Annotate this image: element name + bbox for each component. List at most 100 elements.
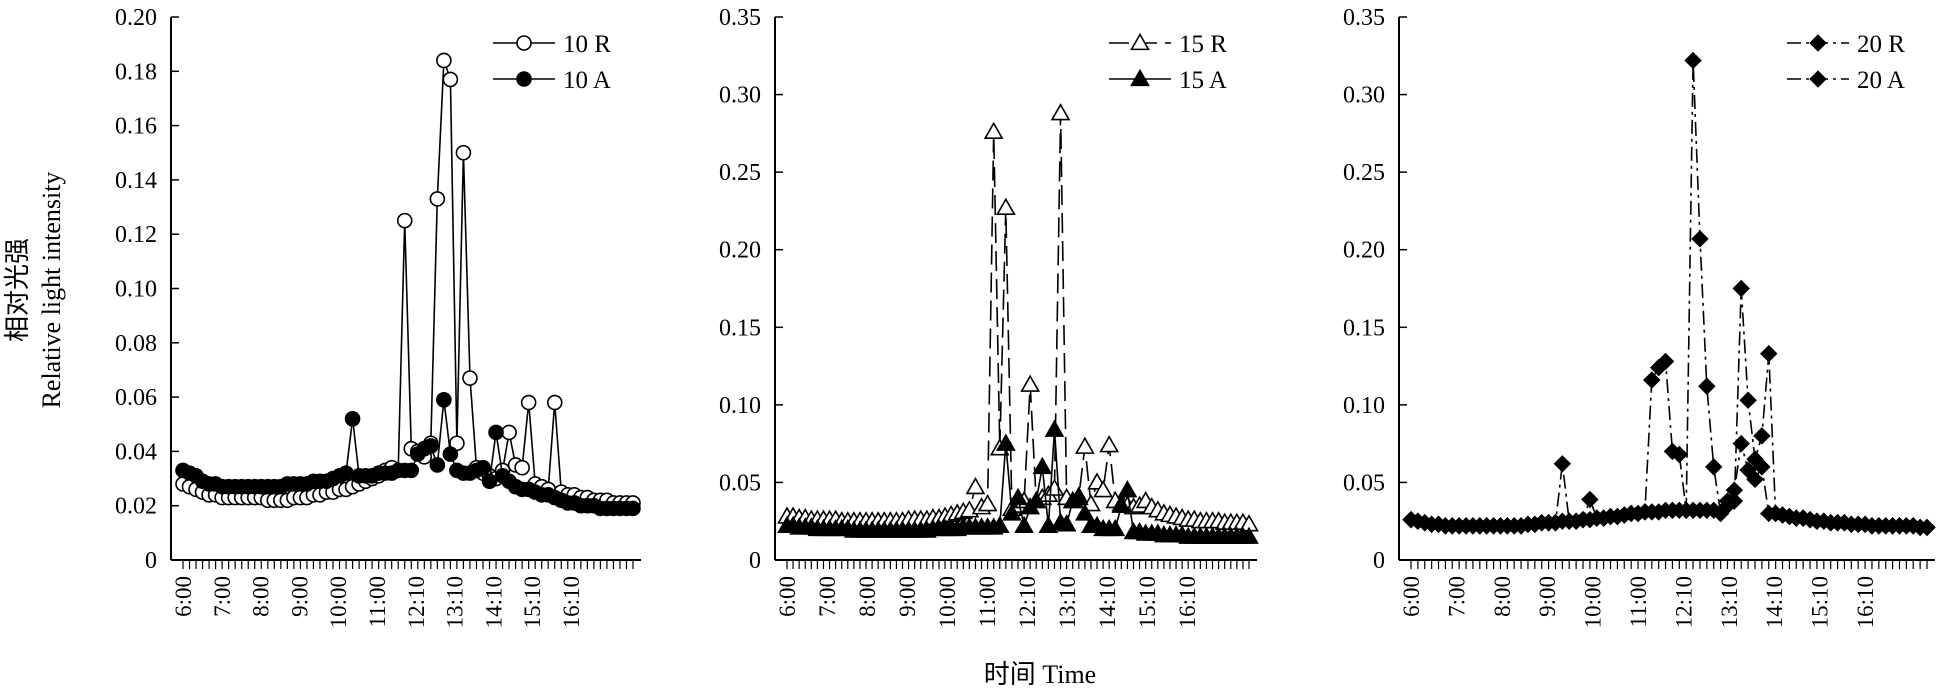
legend-marker [1809, 70, 1827, 88]
data-point [983, 121, 1004, 139]
y-tick-label: 0.25 [1343, 160, 1385, 186]
data-point [1643, 371, 1661, 389]
data-point [455, 144, 472, 161]
y-tick-label: 0.02 [115, 494, 157, 520]
data-point [1020, 374, 1041, 392]
x-tick-label: 14:10 [1762, 576, 1787, 628]
x-tick-label: 11:00 [1626, 576, 1651, 628]
data-point [1068, 487, 1089, 506]
data-point [1705, 458, 1723, 476]
data-point [1553, 455, 1572, 473]
data-point [488, 424, 504, 441]
series-line [182, 60, 633, 504]
data-point [403, 462, 420, 479]
legend-label: 10 A [563, 67, 611, 94]
chart-panel-2: 0 0.05 0.10 0.15 0.20 0.25 0.30 0.35 6:00 7:00 8:0… [719, 5, 1259, 628]
x-tick-label: 9:00 [1535, 576, 1560, 617]
y-tick-label: 0.15 [719, 315, 761, 341]
data-point [396, 212, 413, 229]
x-tick-label: 16:10 [1175, 576, 1200, 628]
data-point [1656, 352, 1675, 371]
data-point [1056, 514, 1077, 532]
data-point [501, 424, 517, 441]
y-tick-label: 0.08 [115, 331, 157, 357]
x-tick-label: 10:00 [935, 576, 960, 628]
y-tick-label: 0.12 [115, 222, 157, 248]
y-tick-label: 0.06 [115, 385, 157, 411]
series-line [787, 113, 1250, 526]
data-point [1746, 470, 1764, 489]
data-point [462, 370, 478, 386]
legend-label: 15 R [1179, 31, 1227, 58]
legend: 10 R 10 A [493, 31, 611, 94]
data-point [546, 394, 563, 411]
data-point [1074, 503, 1095, 521]
data-point [442, 446, 459, 462]
legend: 15 R 15 A [1109, 31, 1227, 94]
y-tick-label: 0.15 [1343, 315, 1385, 341]
x-tick-label: 7:00 [1444, 576, 1469, 617]
legend-label: 20 R [1857, 31, 1905, 58]
y-tick-label: 0.35 [1343, 5, 1385, 31]
y-tick-label: 0.35 [719, 5, 761, 31]
data-point [965, 476, 986, 495]
y-tick-label: 0.25 [719, 160, 761, 186]
y-tick-label: 0.16 [115, 114, 157, 140]
data-point [436, 52, 452, 69]
chart-panel-1: 0 0.02 0.04 0.06 0.08 0.10 0.12 0.14 0.16 0.18 0.2… [115, 5, 641, 628]
legend-label: 15 A [1179, 67, 1227, 94]
legend: 20 R 20 A [1787, 31, 1905, 94]
x-tick-label: 9:00 [895, 576, 920, 617]
x-tick-label: 6:00 [775, 576, 800, 617]
legend-marker [1130, 68, 1150, 87]
data-point [977, 494, 998, 512]
y-tick-label: 0.04 [115, 439, 157, 465]
y-tick-label: 0.05 [1343, 470, 1385, 496]
data-point [995, 197, 1016, 216]
x-tick-label: 12:10 [1015, 576, 1040, 628]
x-tick-label: 15:10 [1808, 576, 1833, 628]
data-point [423, 438, 439, 454]
x-tick-label: 13:10 [1055, 576, 1080, 628]
data-point [1044, 419, 1065, 437]
y-tick-label: 0.14 [115, 168, 157, 194]
data-point [1105, 518, 1126, 537]
series-15-r [777, 103, 1259, 532]
x-tick-label: 15:10 [1135, 576, 1160, 628]
x-tick-label: 8:00 [1490, 576, 1515, 617]
data-point [1753, 427, 1771, 445]
data-point [475, 459, 491, 476]
data-point [1014, 515, 1034, 534]
y-tick-label: 0.10 [1343, 393, 1385, 419]
y-tick-label: 0.30 [719, 83, 761, 109]
legend-marker [516, 35, 532, 51]
x-tick-label: 16:10 [1853, 576, 1878, 628]
data-point [344, 411, 361, 427]
data-point [429, 191, 446, 207]
y-tick-label: 0.20 [115, 5, 157, 31]
data-point [429, 457, 446, 473]
y-tick-label: 0.30 [1343, 83, 1385, 109]
data-point [1753, 458, 1771, 476]
y-tick-label: 0.10 [115, 277, 157, 303]
data-point [1111, 495, 1132, 513]
data-point [442, 71, 459, 88]
data-point [1670, 445, 1689, 464]
figure-xlabel: 时间 Time [984, 660, 1096, 689]
data-point [481, 473, 498, 490]
x-tick-label: 6:00 [1399, 576, 1424, 617]
data-point [1718, 492, 1737, 510]
y-tick-label: 0.20 [1343, 238, 1385, 264]
legend-marker [516, 71, 532, 87]
data-point [1739, 391, 1757, 409]
data-point [1732, 279, 1750, 298]
series-20-r [1402, 51, 1936, 537]
series-20-a [1402, 434, 1936, 537]
x-tick-label: 7:00 [815, 576, 840, 617]
series-15-a [777, 419, 1259, 544]
y-tick-label: 0.18 [115, 59, 157, 85]
data-point [1760, 344, 1778, 363]
x-tick-label: 7:00 [210, 576, 235, 617]
chart-panel-3: 0 0.05 0.10 0.15 0.20 0.25 0.30 0.35 6:00 7:00 8:0… [1343, 5, 1936, 628]
x-tick-label: 8:00 [249, 576, 274, 617]
